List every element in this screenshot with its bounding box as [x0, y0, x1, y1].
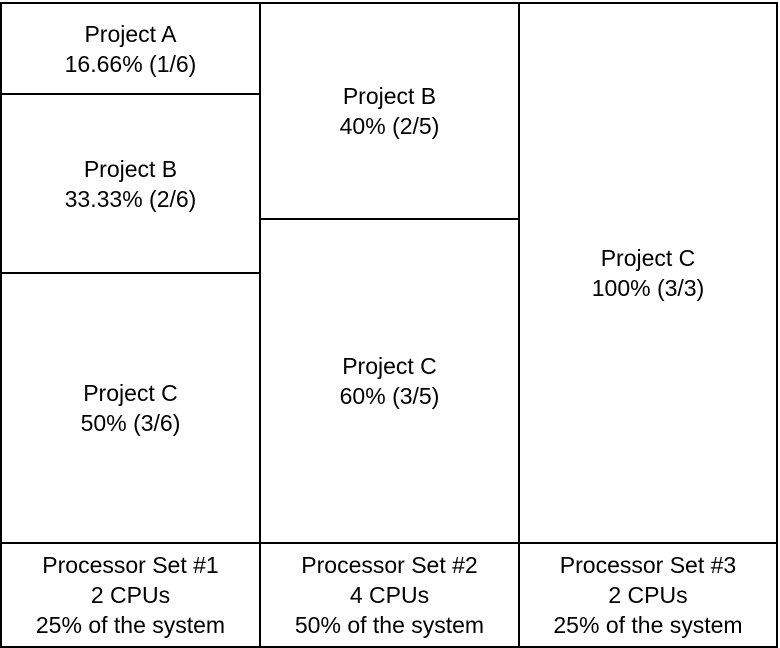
project-share: 40% (2/5) [339, 113, 440, 139]
pset-name: Processor Set #2 [301, 552, 478, 578]
pset-share: 50% of the system [294, 612, 485, 638]
project-share: 60% (3/5) [339, 383, 440, 409]
project-name: Project B [342, 83, 437, 109]
pset2-label-box: Processor Set #2 4 CPUs 50% of the syste… [259, 542, 520, 648]
pset1-label-box: Processor Set #1 2 CPUs 25% of the syste… [0, 542, 261, 648]
pset1-project-c-box: Project C 50% (3/6) [0, 272, 261, 544]
pset-name: Processor Set #3 [559, 552, 737, 578]
pset1-project-a-box: Project A 16.66% (1/6) [0, 2, 261, 95]
pset3-label-box: Processor Set #3 2 CPUs 25% of the syste… [518, 542, 778, 648]
pset-cpus: 2 CPUs [608, 582, 688, 608]
project-share: 33.33% (2/6) [64, 185, 197, 212]
project-share: 100% (3/3) [591, 275, 705, 301]
pset-share: 25% of the system [35, 612, 226, 638]
pset-name: Processor Set #1 [42, 552, 219, 578]
project-name: Project B [83, 155, 178, 182]
project-name: Project A [84, 20, 177, 47]
pset-cpus: 2 CPUs [90, 582, 171, 608]
pset2-project-c-box: Project C 60% (3/5) [259, 218, 520, 544]
project-name: Project C [83, 380, 178, 406]
pset-cpus: 4 CPUs [349, 582, 430, 608]
pset2-project-b-box: Project B 40% (2/5) [259, 2, 520, 220]
pset-share: 25% of the system [553, 612, 743, 638]
project-share: 16.66% (1/6) [64, 50, 197, 77]
project-share: 50% (3/6) [80, 410, 181, 436]
pset3-project-c-box: Project C 100% (3/3) [518, 2, 778, 544]
project-name: Project C [342, 353, 437, 379]
project-name: Project C [600, 245, 696, 271]
pset1-project-b-box: Project B 33.33% (2/6) [0, 93, 261, 274]
